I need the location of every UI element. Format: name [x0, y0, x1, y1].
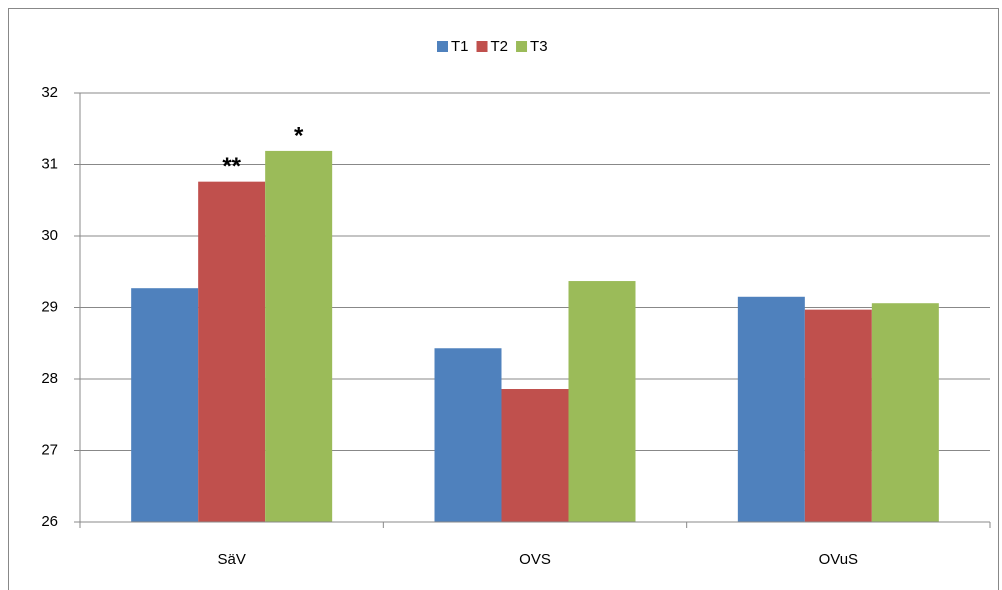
bar	[871, 303, 939, 522]
bar	[198, 181, 266, 522]
bar	[737, 296, 805, 522]
y-tick-label: 28	[41, 370, 58, 387]
x-tick-label: OVuS	[819, 551, 858, 568]
legend-swatch	[476, 41, 488, 52]
y-tick-label: 31	[41, 155, 58, 172]
annotation: *	[294, 122, 304, 149]
bar	[265, 150, 333, 523]
x-tick-label: SäV	[217, 551, 245, 568]
x-tick-label: OVS	[519, 551, 551, 568]
y-tick-label: 29	[41, 298, 58, 315]
annotation: **	[222, 153, 241, 180]
y-tick-label: 27	[41, 441, 58, 458]
y-tick-label: 26	[41, 513, 58, 530]
y-tick-label: 32	[41, 84, 58, 101]
bar	[434, 348, 502, 522]
legend-label: T1	[451, 38, 469, 55]
bar	[501, 389, 569, 522]
bar	[568, 281, 636, 522]
legend-label: T2	[491, 38, 509, 55]
y-tick-label: 30	[41, 227, 58, 244]
bar	[131, 288, 199, 522]
legend-swatch	[516, 41, 528, 52]
bar	[804, 309, 872, 522]
legend-swatch	[437, 41, 448, 52]
legend-label: T3	[530, 38, 548, 55]
